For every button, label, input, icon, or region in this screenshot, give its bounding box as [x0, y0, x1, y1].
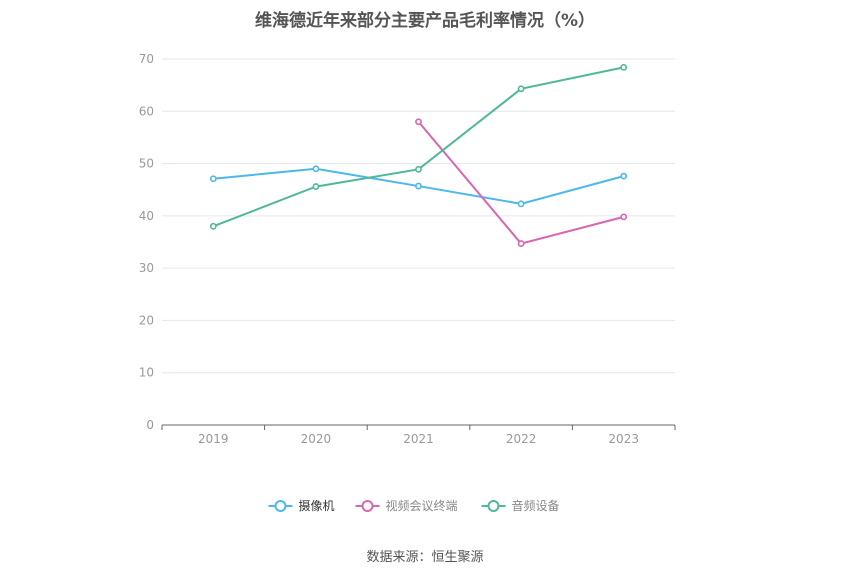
data-point	[517, 200, 525, 208]
grid-lines	[162, 58, 675, 374]
legend-marker	[361, 500, 374, 512]
y-tick-label: 20	[139, 313, 154, 327]
legend-item[interactable]: 摄像机	[268, 498, 335, 513]
data-point	[312, 165, 320, 173]
series-line-1	[417, 121, 624, 245]
x-tick-label: 2020	[301, 432, 332, 446]
chart-title: 维海德近年来部分主要产品毛利率情况（%）	[254, 11, 596, 31]
y-tick-label: 50	[139, 157, 154, 171]
data-point	[517, 85, 525, 93]
axes: 0 10 20 30 40 50 60 70 2019 2020 2021 2022 2023	[139, 52, 676, 446]
legend-label: 音频设备	[512, 498, 560, 513]
series-lines	[209, 63, 628, 247]
x-tick-label: 2021	[403, 432, 434, 446]
legend-item[interactable]: 视频会议终端	[355, 498, 458, 513]
x-tick-label: 2022	[506, 432, 537, 446]
data-point	[620, 63, 628, 71]
data-point	[415, 165, 422, 173]
data-point	[415, 182, 422, 190]
source-note: 数据来源：恒生聚源	[366, 550, 484, 565]
x-tick-label: 2023	[608, 432, 639, 446]
y-tick-label: 30	[139, 261, 154, 275]
legend-item[interactable]: 音频设备	[481, 498, 560, 513]
legend-marker	[274, 500, 287, 512]
data-point	[620, 172, 628, 180]
y-tick-label: 40	[139, 209, 154, 223]
data-point	[209, 175, 217, 183]
x-tick-label: 2019	[198, 432, 229, 446]
legend-label: 视频会议终端	[386, 498, 458, 513]
legend: 摄像机 视频会议终端 音频设备	[268, 498, 560, 513]
data-point	[620, 213, 628, 221]
data-point	[517, 240, 525, 247]
data-point	[312, 183, 320, 190]
data-point	[415, 118, 422, 126]
data-point	[209, 222, 217, 230]
y-tick-label: 60	[139, 104, 154, 118]
y-tick-label: 10	[139, 366, 154, 380]
legend-marker	[487, 500, 500, 512]
series-line-2	[212, 66, 624, 228]
legend-label: 摄像机	[299, 498, 335, 513]
y-tick-label: 0	[146, 418, 154, 432]
y-tick-label: 70	[139, 52, 154, 66]
